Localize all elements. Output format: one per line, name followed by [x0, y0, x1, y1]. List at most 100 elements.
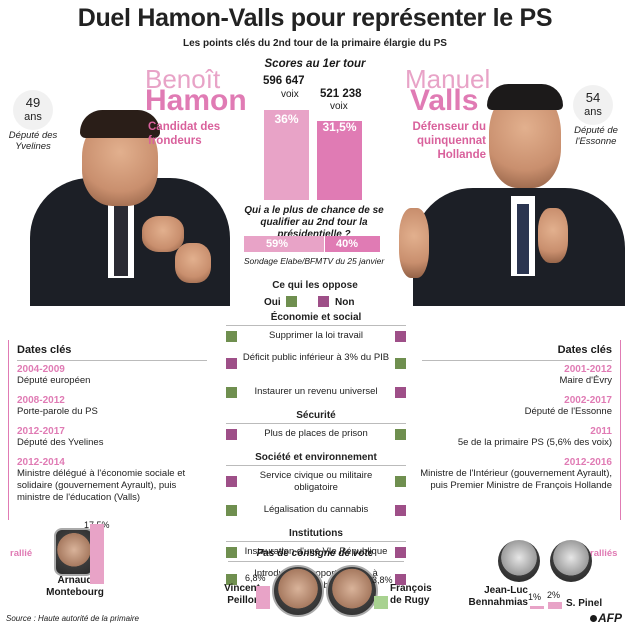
- oppose-sections: Économie et social Supprimer la loi trava…: [222, 312, 410, 591]
- valls-dates-title: Dates clés: [557, 344, 612, 356]
- date-year: 2012-2016: [564, 457, 612, 468]
- pinel-pct: 2%: [547, 590, 561, 600]
- date-text: 5e de la primaire PS (5,6% des voix): [457, 437, 612, 448]
- hamon-position-swatch: [226, 387, 237, 398]
- valls-role: Député de l'Essonne: [574, 125, 618, 147]
- date-year: 2002-2017: [564, 395, 612, 406]
- valls-position-swatch: [395, 476, 406, 487]
- montebourg-name: Arnaud Montebourg: [46, 575, 104, 598]
- rallie-left-label: rallié: [10, 548, 33, 559]
- hamon-age-unit: ans: [24, 111, 42, 123]
- oppose-legend: Oui Non: [264, 296, 374, 308]
- rallie-right-label: ralliés: [590, 548, 618, 559]
- valls-age-badge: 54 ans: [573, 85, 613, 125]
- oppose-section-title: Économie et social: [270, 312, 362, 323]
- scores-chart: 36% 31,5%: [264, 100, 364, 200]
- oppose-item-text: Plus de places de prison: [264, 428, 368, 439]
- poll-bar: 59% 40%: [244, 236, 380, 252]
- oppose-row: Instauration d'une VIe République: [222, 546, 410, 562]
- pinel-bar: [548, 602, 562, 609]
- oppose-row: Instaurer un revenu universel: [222, 386, 410, 402]
- poll-source: Sondage Elabe/BFMTV du 25 janvier: [243, 256, 385, 266]
- page-subtitle: Les points clés du 2nd tour de la primai…: [183, 38, 447, 49]
- date-entry: 2001-2012 Maire d'Évry: [417, 364, 613, 387]
- date-year: 2008-2012: [17, 395, 65, 406]
- afp-logo: AFP: [590, 611, 622, 625]
- oppose-section-title: Institutions: [289, 528, 343, 539]
- rugy-bar: [374, 595, 388, 609]
- section-divider: [226, 465, 406, 466]
- date-text: Député des Yvelines: [17, 437, 104, 448]
- date-year: 2001-2012: [564, 364, 612, 375]
- date-entry: 2002-2017 Député de l'Essonne: [417, 395, 612, 418]
- oppose-item-text: Instauration d'une VIe République: [244, 546, 388, 557]
- hamon-tag: Candidat des frondeurs: [148, 121, 221, 147]
- valls-poll-bar: [325, 236, 380, 252]
- valls-position-swatch: [395, 547, 406, 558]
- valls-dates-panel: Dates clés 2001-2012 Maire d'Évry 2002-201…: [420, 340, 621, 520]
- benhamias-name: Jean-Luc Bennahmias: [468, 585, 528, 608]
- hamon-age-badge: 49 ans: [13, 90, 53, 130]
- hamon-voix: voix: [281, 89, 299, 100]
- date-text: Député de l'Essonne: [524, 406, 612, 417]
- date-entry: 2012-2014 Ministre délégué à l'économie s…: [17, 457, 212, 504]
- peillon-name: Vincent Peillon: [224, 583, 260, 606]
- hamon-role: Député des Yvelines: [8, 130, 58, 152]
- source-note: Source : Haute autorité de la primaire: [6, 614, 139, 623]
- oppose-row: Déficit public inférieur à 3% du PIB: [222, 352, 410, 380]
- valls-tag: Défenseur du quinquennat Hollande: [412, 121, 487, 161]
- valls-first-name: Manuel: [405, 64, 491, 94]
- legend-oui-swatch: [286, 296, 298, 307]
- oppose-row: Supprimer la loi travail: [222, 330, 410, 346]
- date-text: Ministre délégué à l'économie sociale et…: [17, 468, 186, 503]
- hamon-poll-label: 59%: [266, 238, 289, 250]
- hamon-first-name: Benoît: [145, 64, 221, 94]
- section-divider: [226, 541, 406, 542]
- date-text: Ministre de l'Intérieur (gouvernement Ay…: [420, 468, 612, 491]
- peillon-bar: [256, 585, 270, 609]
- valls-dates-list: 2001-2012 Maire d'Évry 2002-2017 Député de …: [417, 364, 612, 500]
- benhamias-bar: [530, 605, 544, 609]
- valls-position-swatch: [395, 574, 406, 585]
- section-divider: [226, 325, 406, 326]
- hamon-dates-title: Dates clés: [17, 344, 72, 356]
- afp-logo-dot: [590, 615, 597, 622]
- valls-voix: voix: [330, 101, 348, 112]
- date-year: 2004-2009: [17, 364, 65, 375]
- peillon-avatar: [272, 565, 324, 617]
- valls-photo: [393, 58, 625, 306]
- valls-score-bar: [317, 121, 362, 200]
- valls-age-unit: ans: [584, 106, 602, 118]
- oppose-item-text: Service civique ou militaire obligatoire: [259, 470, 373, 493]
- hamon-score-label: 36%: [274, 112, 299, 126]
- oppose-item-text: Légalisation du cannabis: [263, 504, 369, 515]
- hamon-position-swatch: [226, 331, 237, 342]
- oppose-section-title: Sécurité: [296, 410, 336, 421]
- oppose-title: Ce qui les oppose: [272, 280, 358, 291]
- valls-position-swatch: [395, 358, 406, 369]
- rugy-pct: 3,8%: [372, 575, 393, 585]
- oppose-item-text: Instaurer un revenu universel: [254, 386, 378, 397]
- hamon-position-swatch: [226, 476, 237, 487]
- hamon-score-bar: [264, 110, 309, 200]
- date-entry: 2012-2016 Ministre de l'Intérieur (gouver…: [417, 457, 612, 492]
- oppose-section-title: Société et environnement: [255, 452, 377, 463]
- valls-position-swatch: [395, 429, 406, 440]
- scores-title: Scores au 1er tour: [250, 58, 380, 70]
- afp-logo-text: AFP: [598, 611, 622, 625]
- benhamias-avatar: [498, 540, 540, 582]
- date-text: Député européen: [17, 375, 91, 386]
- hamon-last-name: Hamon: [145, 84, 247, 117]
- date-text: Maire d'Évry: [559, 375, 613, 386]
- legend-oui-label: Oui: [264, 297, 281, 308]
- hamon-age-number: 49: [25, 95, 41, 110]
- date-entry: 2008-2012 Porte-parole du PS: [17, 395, 212, 418]
- hamon-position-swatch: [226, 429, 237, 440]
- date-year: 2012-2014: [17, 457, 65, 468]
- poll-question: Qui a le plus de chance de se qualifier …: [244, 205, 384, 240]
- date-entry: 2004-2009 Député européen: [17, 364, 212, 387]
- date-year: 2012-2017: [17, 426, 65, 437]
- valls-age-number: 54: [585, 90, 601, 105]
- hamon-votes: 596 647: [263, 75, 305, 87]
- rugy-name: François de Rugy: [390, 583, 432, 606]
